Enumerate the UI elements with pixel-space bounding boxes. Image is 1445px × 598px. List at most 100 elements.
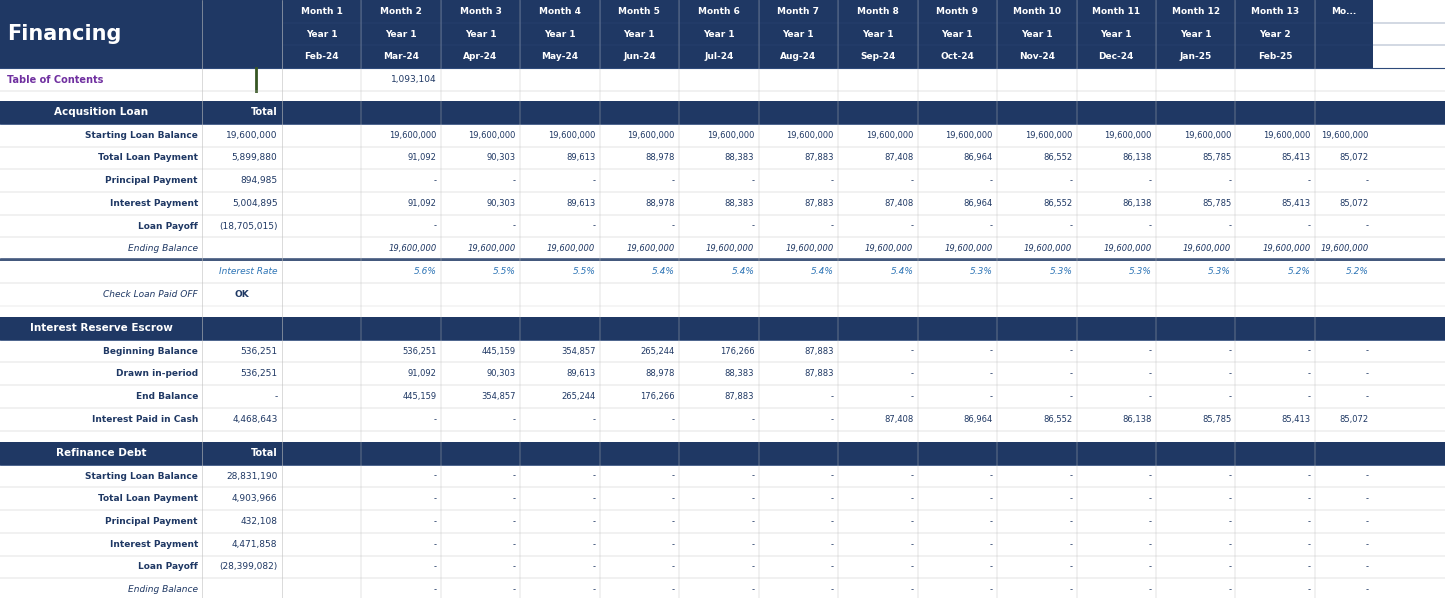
Text: -: - [513, 415, 516, 424]
Text: Principal Payment: Principal Payment [105, 517, 198, 526]
Text: -: - [1308, 540, 1311, 549]
Text: 5.4%: 5.4% [811, 267, 834, 276]
Text: -: - [831, 585, 834, 594]
Text: -: - [1069, 517, 1072, 526]
Text: -: - [592, 540, 595, 549]
Text: -: - [513, 176, 516, 185]
Text: 19,600,000: 19,600,000 [1263, 131, 1311, 140]
Text: 88,978: 88,978 [646, 199, 675, 208]
Text: Interest Payment: Interest Payment [110, 540, 198, 549]
Text: -: - [434, 585, 436, 594]
Text: 89,613: 89,613 [566, 199, 595, 208]
Bar [759, 45, 838, 68]
Text: -: - [1308, 517, 1311, 526]
Text: 87,883: 87,883 [725, 392, 754, 401]
Text: Mo...: Mo... [1331, 7, 1357, 16]
Text: 5.2%: 5.2% [1287, 267, 1311, 276]
Text: -: - [1228, 495, 1231, 504]
Bar [1235, 0, 1315, 23]
Text: 19,600,000: 19,600,000 [1025, 245, 1072, 254]
Text: 19,600,000: 19,600,000 [468, 245, 516, 254]
Text: Interest Paid in Cash: Interest Paid in Cash [91, 415, 198, 424]
Text: 5.3%: 5.3% [1129, 267, 1152, 276]
Bar [1077, 23, 1156, 45]
Text: -: - [751, 472, 754, 481]
Text: -: - [1308, 370, 1311, 379]
Text: Year 1: Year 1 [386, 29, 416, 39]
Text: -: - [1228, 370, 1231, 379]
Text: -: - [513, 472, 516, 481]
Text: Nov-24: Nov-24 [1019, 52, 1055, 62]
Text: 86,138: 86,138 [1123, 415, 1152, 424]
Text: 354,857: 354,857 [481, 392, 516, 401]
Text: 85,072: 85,072 [1340, 154, 1368, 163]
Bar [1235, 45, 1315, 68]
Text: 19,600,000: 19,600,000 [1183, 245, 1231, 254]
Bar [0, 237, 1445, 260]
Text: -: - [1228, 222, 1231, 231]
Text: -: - [751, 495, 754, 504]
Text: Year 1: Year 1 [624, 29, 655, 39]
Text: 87,883: 87,883 [805, 154, 834, 163]
Text: 19,600,000: 19,600,000 [389, 131, 436, 140]
Text: 432,108: 432,108 [240, 517, 277, 526]
Bar [997, 45, 1077, 68]
Text: -: - [672, 176, 675, 185]
Text: Total Loan Payment: Total Loan Payment [98, 495, 198, 504]
Text: -: - [672, 517, 675, 526]
Text: -: - [1069, 392, 1072, 401]
Text: -: - [1366, 585, 1368, 594]
Text: -: - [275, 392, 277, 401]
Bar [1156, 0, 1235, 23]
Text: 88,978: 88,978 [646, 154, 675, 163]
Text: -: - [1366, 347, 1368, 356]
Bar [838, 45, 918, 68]
Text: 5.5%: 5.5% [572, 267, 595, 276]
Text: Jun-24: Jun-24 [623, 52, 656, 62]
Text: -: - [513, 540, 516, 549]
Text: OK: OK [234, 290, 250, 299]
Text: Aug-24: Aug-24 [780, 52, 816, 62]
Text: Month 11: Month 11 [1092, 7, 1140, 16]
Bar [0, 306, 1445, 317]
Bar [1235, 23, 1315, 45]
Text: -: - [751, 540, 754, 549]
Text: Sep-24: Sep-24 [860, 52, 896, 62]
Bar [759, 0, 838, 23]
Bar [0, 317, 1445, 340]
Text: -: - [1228, 585, 1231, 594]
Text: -: - [990, 563, 993, 572]
Text: 86,964: 86,964 [964, 199, 993, 208]
Text: -: - [672, 472, 675, 481]
Text: -: - [910, 392, 913, 401]
Text: Ending Balance: Ending Balance [129, 585, 198, 594]
Text: -: - [1069, 176, 1072, 185]
Bar [600, 23, 679, 45]
Text: -: - [751, 517, 754, 526]
Text: -: - [910, 347, 913, 356]
Text: -: - [1366, 472, 1368, 481]
Text: 536,251: 536,251 [240, 370, 277, 379]
Text: -: - [910, 563, 913, 572]
Bar [1315, 45, 1373, 68]
Text: 87,883: 87,883 [805, 199, 834, 208]
Text: -: - [751, 585, 754, 594]
Text: -: - [990, 540, 993, 549]
Text: -: - [1366, 392, 1368, 401]
Text: -: - [434, 472, 436, 481]
Text: Total: Total [250, 448, 277, 458]
Text: 87,408: 87,408 [884, 154, 913, 163]
Text: -: - [990, 370, 993, 379]
Text: -: - [1069, 585, 1072, 594]
Text: -: - [1069, 370, 1072, 379]
Text: 19,600,000: 19,600,000 [786, 131, 834, 140]
Text: -: - [1308, 392, 1311, 401]
Bar [1156, 23, 1235, 45]
Text: 19,600,000: 19,600,000 [1321, 131, 1368, 140]
Text: -: - [592, 495, 595, 504]
Bar [918, 45, 997, 68]
Text: -: - [831, 495, 834, 504]
Text: 87,408: 87,408 [884, 415, 913, 424]
Text: 85,785: 85,785 [1202, 199, 1231, 208]
Text: 176,266: 176,266 [720, 347, 754, 356]
